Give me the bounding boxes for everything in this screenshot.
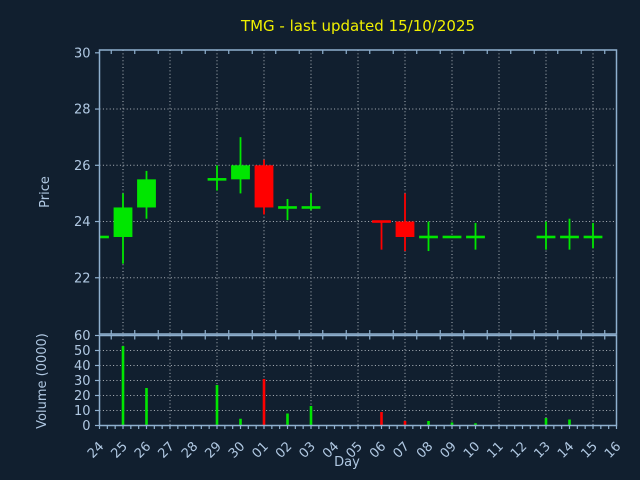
candle-body-flat [419,235,438,239]
day-axis-label: Day [334,455,360,470]
day-xtick-label: 09 [438,439,460,461]
candle-day-29 [207,165,227,191]
day-xtick-label: 13 [532,439,554,461]
candle-body [137,179,156,208]
candle-day-13 [536,221,556,250]
volume-ytick-label: 10 [74,404,91,419]
day-xtick-label: 03 [297,439,319,461]
day-xtick-label: 16 [602,439,624,461]
axes-layer [95,49,618,429]
day-xtick-label: 15 [579,439,601,461]
day-xtick-label: 29 [203,439,225,461]
candle-body-flat [536,235,556,239]
day-xtick-label: 25 [109,439,131,461]
day-xtick-label: 10 [461,439,483,461]
chart-title: TMG - last updated 15/10/2025 [240,17,475,35]
candle-day-26 [137,170,156,219]
day-xtick-label: 26 [132,439,154,461]
day-xtick-label: 12 [508,439,530,461]
candle-body-flat [466,235,485,239]
candle-body-flat [442,235,462,239]
candle-day-08 [419,221,438,252]
day-xtick-label: 14 [555,439,577,461]
candle-day-09 [442,235,462,239]
day-xtick-label: 01 [250,439,272,461]
volume-ytick-label: 30 [74,374,91,389]
candle-body-flat [372,220,391,223]
volume-ytick-label: 20 [74,389,91,404]
volume-panel-series [121,346,571,426]
candle-body-flat [583,235,603,239]
volume-ytick-label: 40 [74,359,91,374]
candle-day-25 [113,193,133,264]
day-xtick-label: 07 [391,439,413,461]
candle-day-06 [372,220,391,250]
candle-day-30 [231,137,250,194]
candle-day-24 [99,235,109,239]
volume-ytick-label: 60 [74,329,91,344]
candle-body-flat [278,206,297,209]
price-ytick-label: 26 [74,159,91,174]
candle-body [113,207,133,237]
day-xtick-label: 27 [156,439,178,461]
volume-ytick-label: 0 [82,419,90,434]
price-ytick-label: 24 [74,215,91,230]
candle-day-02 [278,199,297,221]
day-xtick-label: 30 [226,439,248,461]
day-xtick-label: 24 [85,439,107,461]
candle-day-10 [466,222,485,250]
candle-day-14 [560,218,579,250]
candle-day-03 [301,193,321,211]
gridlines-layer [99,50,617,426]
candle-day-07 [395,193,415,252]
candle-day-15 [583,222,603,249]
candle-body-flat [560,235,579,239]
day-xtick-label: 11 [485,439,507,461]
day-xtick-label: 06 [367,439,389,461]
volume-axis-label: Volume (0000) [35,333,50,429]
price-ytick-label: 22 [74,271,91,286]
price-panel-border [98,49,618,335]
price-axis-label: Price [38,176,53,208]
day-xtick-label: 28 [179,439,201,461]
price-ytick-label: 30 [74,46,91,61]
day-xtick-label: 08 [414,439,436,461]
candle-body [231,165,250,180]
candle-body-flat [99,235,109,239]
candle-body-flat [207,178,227,181]
candle-body [395,221,415,237]
volume-ytick-label: 50 [74,344,91,359]
day-xtick-label: 02 [273,439,295,461]
price-panel-series [99,137,603,264]
candle-day-01 [254,159,274,215]
price-ytick-label: 28 [74,103,91,118]
candle-body [254,165,274,208]
candle-body-flat [301,206,321,209]
